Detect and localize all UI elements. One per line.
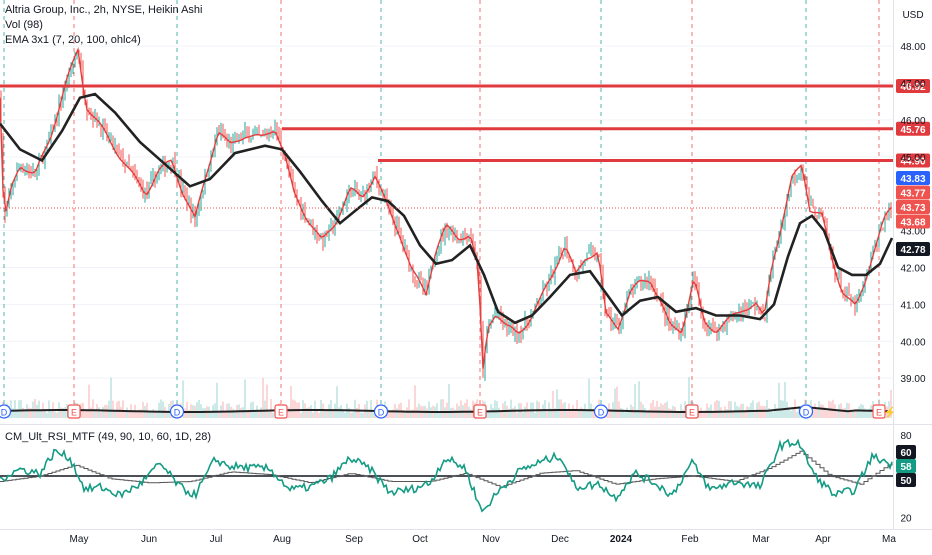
horizontal-levels[interactable]: 46.92 45.76 44.90 [0,78,930,168]
rsi-badge [896,459,916,473]
event-marker-label: D [378,408,385,418]
event-markers[interactable]: D E D E D E D E D E ⚡ [0,404,897,419]
symbol-title[interactable]: Altria Group, Inc., 2h, NYSE, Heikin Ash… [5,4,203,16]
earnings-marker: E [274,404,288,419]
event-marker-label: E [876,408,882,418]
earnings-badge [274,404,288,419]
dividend-badge [593,404,609,419]
price-badge-label: 43.68 [900,218,925,229]
price-badges: 43.83 43.77 43.73 43.68 42.78 [896,171,930,256]
price-tick-label: 47.00 [900,79,925,90]
volume-ma-line [0,406,889,413]
price-tick-label: 41.00 [900,300,925,311]
price-badge [896,185,930,200]
time-tick-label: Mar [752,534,770,545]
price-badge-label: 43.83 [900,174,925,185]
price-badge [896,242,930,256]
price-badge-label: 42.78 [900,245,925,256]
event-marker-label: D [1,408,8,418]
dividend-marker: D [169,404,185,419]
rsi-badge-label: 58 [900,462,912,473]
time-tick-label: May [70,534,89,545]
time-tick-label: Jul [210,534,223,545]
rsi-legend-label[interactable]: CM_Ult_RSI_MTF (49, 90, 10, 60, 1D, 28) [5,431,212,443]
horizontal-level-label: 45.76 [900,125,925,136]
rsi-signal-line [0,450,893,488]
event-marker-label: D [174,408,181,418]
session-separators [3,0,880,404]
earnings-badge [67,404,81,419]
rsi-tick-label: 20 [900,513,912,524]
price-badge [896,214,930,229]
event-marker-label: D [598,408,605,418]
dividend-marker: D [373,404,389,419]
rsi-badge-label: 50 [900,476,912,487]
price-badge [896,200,930,214]
dividend-badge [169,404,185,419]
event-marker-label: D [803,408,810,418]
time-tick-label: Dec [551,534,569,545]
earnings-badge [473,404,487,419]
horizontal-level-badge [896,153,930,168]
earnings-marker: E [872,404,886,419]
rsi-line [0,438,893,513]
earnings-marker: E [67,404,81,419]
ema-slow-line [0,92,894,325]
earnings-badge [872,404,886,419]
dividend-badge [373,404,389,419]
time-tick-label: Oct [412,534,428,545]
time-tick-label: Apr [815,534,831,545]
rsi-tick-label: 80 [900,431,912,442]
ema-fast-line [0,46,892,369]
symbol-legend[interactable]: Altria Group, Inc., 2h, NYSE, Heikin Ash… [5,3,202,48]
time-tick-label: Aug [273,534,291,545]
dividend-badge [798,404,814,419]
price-tick-label: 42.00 [900,263,925,274]
price-tick-label: 40.00 [900,337,925,348]
horizontal-level-label: 44.90 [900,157,925,168]
time-axis[interactable]: May Jun Jul Aug Sep Oct Nov Dec 2024 Feb Mar Apr Ma [70,534,897,545]
earnings-badge [685,404,699,419]
time-tick-label: 2024 [610,534,633,545]
rsi-badge [896,473,916,487]
rsi-badge [896,445,916,459]
time-tick-label: Sep [345,534,363,545]
dividend-marker: D [0,404,12,419]
lightning-icon: ⚡ [883,406,897,419]
price-badge-label: 43.73 [900,203,925,214]
time-tick-label: Nov [482,534,500,545]
rsi-badge-label: 60 [900,448,912,459]
event-marker-label: E [477,408,483,418]
price-badge-label: 43.77 [900,189,925,200]
rsi-legend[interactable]: CM_Ult_RSI_MTF (49, 90, 10, 60, 1D, 28) [5,430,211,445]
time-tick-label: Jun [141,534,157,545]
earnings-marker: E [473,404,487,419]
dividend-badge [0,404,12,419]
rsi-panel[interactable]: 80 20 60 58 50 [0,431,916,525]
currency-label[interactable]: USD [902,10,923,21]
horizontal-level-label: 46.92 [900,82,925,93]
price-tick-label: 48.00 [900,42,925,53]
dividend-marker: D [593,404,609,419]
price-tick-label: 39.00 [900,374,925,385]
dividend-marker: D [798,404,814,419]
price-badge [896,171,930,185]
price-tick-label: 45.00 [900,153,925,164]
price-tick-label: 46.00 [900,116,925,127]
price-axis[interactable]: 48.00 47.00 46.00 45.00 43.00 42.00 41.00 40.00… [900,42,925,385]
earnings-marker: E [685,404,699,419]
event-marker-label: E [278,408,284,418]
event-marker-label: E [689,408,695,418]
horizontal-level-badge [896,78,930,93]
horizontal-level-badge [896,121,930,136]
time-tick-label: Feb [681,534,699,545]
time-tick-label: Ma [882,534,896,545]
price-tick-label: 43.00 [900,227,925,238]
volume-legend[interactable]: Vol (98) [5,19,43,31]
ema-legend[interactable]: EMA 3x1 (7, 20, 100, ohlc4) [5,34,141,46]
event-marker-label: E [71,408,77,418]
